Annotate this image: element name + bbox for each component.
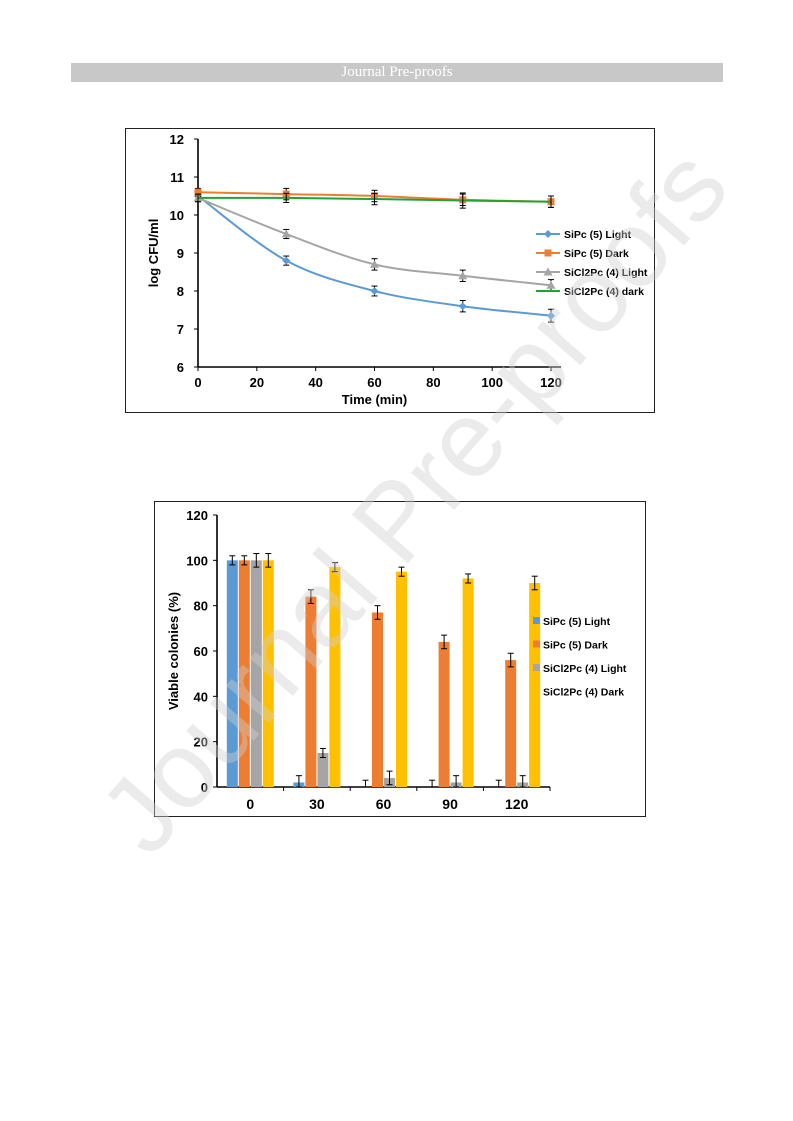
bar <box>262 560 274 787</box>
series-4 <box>195 192 554 209</box>
legend-marker <box>544 249 552 257</box>
y-tick-label: 11 <box>170 170 184 185</box>
x-tick-label: 120 <box>540 375 562 390</box>
y-tick-label: 10 <box>170 208 184 223</box>
x-category-label: 30 <box>309 796 325 812</box>
series-line <box>197 196 552 287</box>
bar <box>317 753 329 787</box>
bar-series-3 <box>250 553 529 788</box>
series-1 <box>194 191 555 323</box>
log-cfu-line-chart: 6 7 8 9 10 11 12 0 20 40 60 80 100 120 Time (min) log C… <box>125 128 655 413</box>
data-point <box>458 302 467 311</box>
bar-series-1 <box>226 555 502 788</box>
legend-label: SiPc (5) Light <box>564 229 632 241</box>
bar <box>372 612 383 787</box>
bar <box>305 596 317 787</box>
bar <box>438 641 450 787</box>
legend-marker <box>543 267 553 276</box>
x-category-label: 0 <box>246 796 254 812</box>
data-point <box>547 311 555 320</box>
bar <box>396 571 407 787</box>
y-axis-label: Viable colonies (%) <box>166 592 181 710</box>
y-tick-label: 6 <box>177 360 184 375</box>
x-category-label: 90 <box>442 796 458 812</box>
y-tick-label: 80 <box>194 599 208 614</box>
legend-label: SiCl2Pc (4) Light <box>564 267 648 279</box>
data-point <box>458 271 468 280</box>
y-tick-label: 0 <box>201 780 208 795</box>
y-tick-label: 40 <box>194 689 208 704</box>
legend-label: SiCl2Pc (4) Light <box>543 663 627 675</box>
viable-colonies-bar-chart: 0 20 40 60 80 100 120 0 30 60 90 120 Viable colonies… <box>154 501 646 817</box>
y-tick-label: 7 <box>177 322 184 337</box>
y-tick-label: 20 <box>194 735 208 750</box>
y-tick-label: 100 <box>186 553 208 568</box>
legend-label: SiPc (5) Dark <box>543 640 608 652</box>
bar <box>238 560 250 787</box>
bar-chart-canvas: 0 20 40 60 80 100 120 0 30 60 90 120 Viable colonies… <box>166 508 627 812</box>
x-tick-label: 40 <box>308 375 322 390</box>
legend-swatch <box>533 664 540 671</box>
bar <box>329 567 341 787</box>
x-tick-label: 20 <box>250 375 264 390</box>
bar <box>505 660 517 787</box>
x-category-label: 60 <box>376 796 392 812</box>
legend-marker <box>544 230 552 238</box>
y-tick-label: 120 <box>186 508 208 523</box>
x-category-label: 120 <box>505 796 529 812</box>
journal-header-title: Journal Pre-proofs <box>341 64 453 80</box>
legend-label: SiPc (5) Light <box>543 616 611 628</box>
x-tick-label: 80 <box>426 375 440 390</box>
legend-label: SiCl2Pc (4) dark <box>564 286 644 298</box>
legend-label: SiPc (5) Dark <box>564 248 629 260</box>
x-tick-label: 60 <box>367 375 381 390</box>
bar-series-4 <box>262 553 541 787</box>
data-point <box>194 188 202 196</box>
data-point <box>370 259 379 268</box>
data-point <box>282 256 291 265</box>
y-tick-label: 9 <box>177 246 184 261</box>
y-tick-label: 8 <box>177 284 184 299</box>
data-point <box>546 280 556 289</box>
bar <box>250 560 262 787</box>
legend-swatch <box>533 687 540 695</box>
data-point <box>370 287 379 295</box>
journal-header-bar: Journal Pre-proofs <box>71 63 723 82</box>
y-axis-label: log CFU/ml <box>146 219 161 288</box>
data-point <box>281 229 291 238</box>
series-line <box>197 195 552 317</box>
bar-series-2 <box>238 555 517 787</box>
x-axis-label: Time (min) <box>342 392 408 407</box>
y-tick-label: 12 <box>170 132 184 147</box>
legend-swatch <box>533 617 540 624</box>
bar <box>529 583 541 787</box>
x-tick-label: 100 <box>481 375 503 390</box>
bar <box>226 560 238 787</box>
x-tick-label: 0 <box>194 375 201 390</box>
bar <box>462 578 474 787</box>
legend-swatch <box>533 640 540 648</box>
legend-label: SiCl2Pc (4) Dark <box>543 687 624 699</box>
series-3 <box>193 193 556 292</box>
y-tick-label: 60 <box>194 644 208 659</box>
